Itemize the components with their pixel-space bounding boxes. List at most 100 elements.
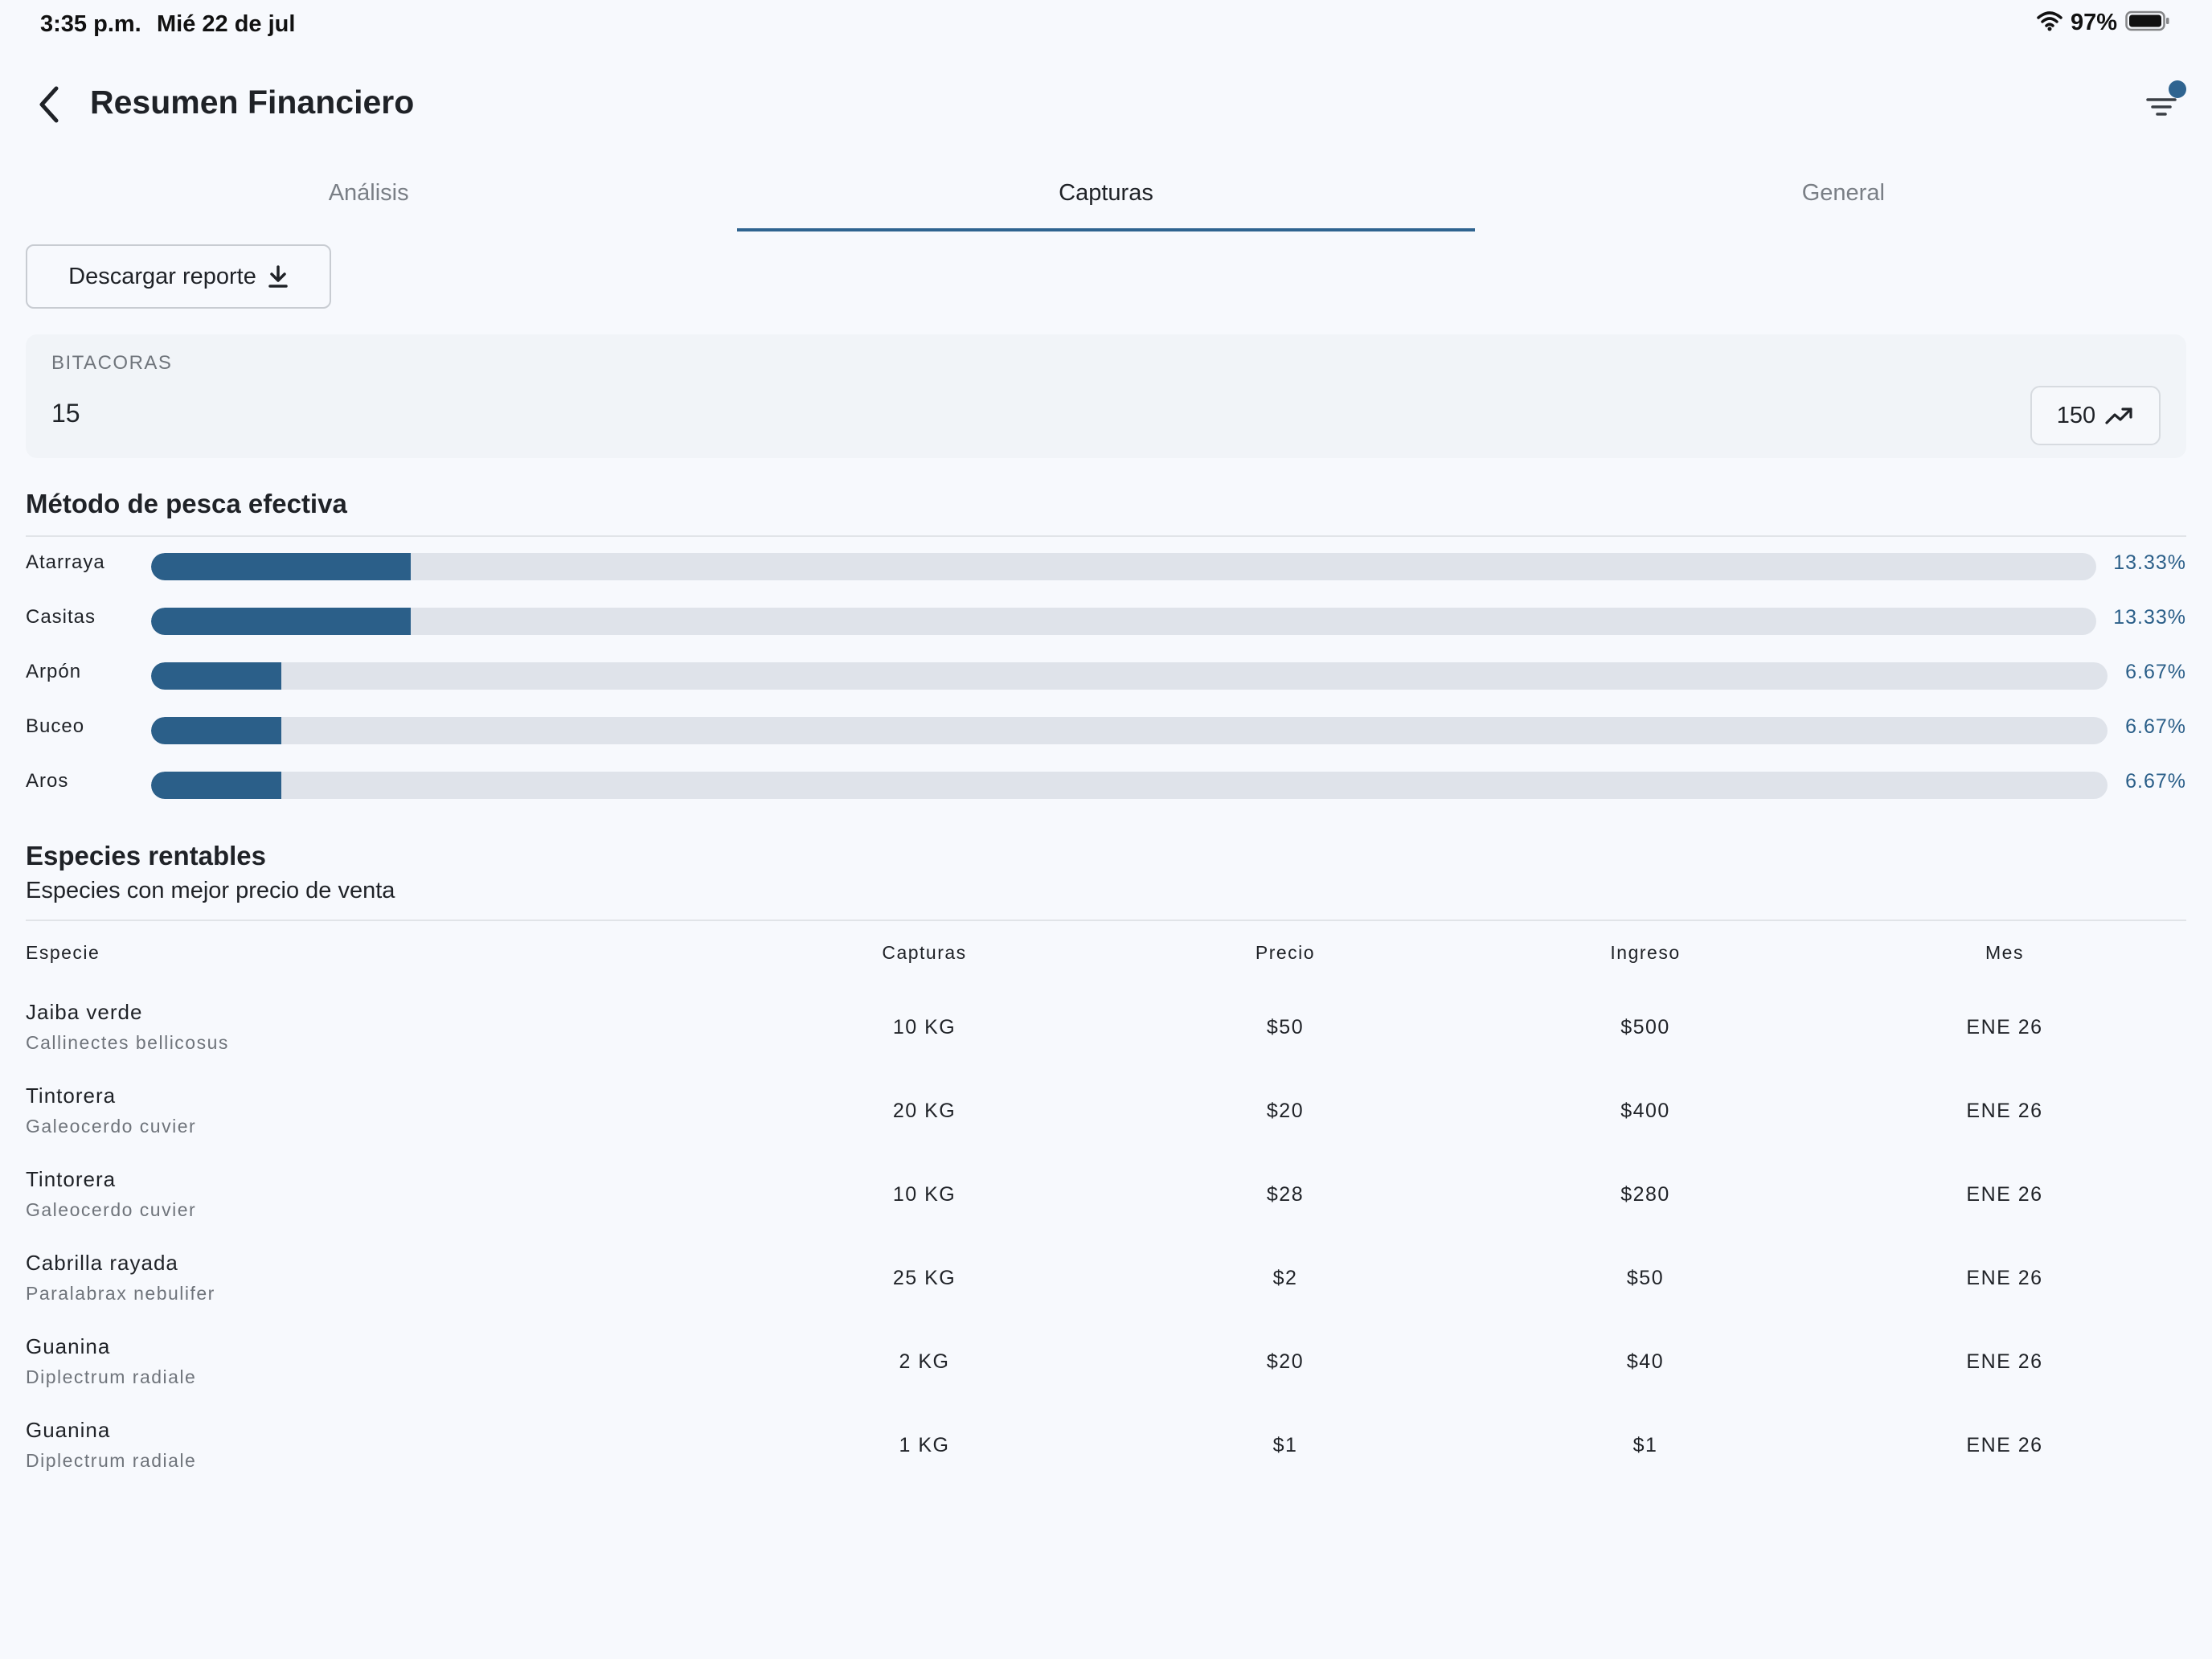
method-percent: 13.33%: [2113, 606, 2186, 629]
tab-capturas[interactable]: Capturas: [737, 169, 1475, 231]
method-label: Atarraya: [26, 551, 105, 573]
bitacoras-value: 15: [51, 399, 80, 428]
status-date: Mié 22 de jul: [157, 11, 296, 37]
method-fill: [151, 608, 411, 635]
species-name: Guanina: [26, 1418, 111, 1442]
table-row: Guanina Diplectrum radiale 2 KG $20 $40 …: [26, 1334, 2186, 1418]
app-header: Resumen Financiero: [0, 72, 2212, 137]
back-button[interactable]: [31, 82, 69, 127]
method-track: [151, 662, 2108, 690]
species-month: ENE 26: [1966, 1016, 2043, 1038]
status-bar: 3:35 p.m. Mié 22 de jul 97%: [0, 0, 2212, 51]
method-fill: [151, 772, 281, 799]
species-captures: 2 KG: [899, 1350, 950, 1373]
species-scientific-name: Diplectrum radiale: [26, 1366, 197, 1387]
species-month: ENE 26: [1966, 1183, 2043, 1206]
download-report-label: Descargar reporte: [68, 263, 256, 289]
species-income: $500: [1620, 1016, 1670, 1038]
column-header-ingreso: Ingreso: [1610, 942, 1681, 963]
species-name: Jaiba verde: [26, 1000, 143, 1024]
species-price: $50: [1266, 1016, 1305, 1038]
wifi-icon: [2037, 10, 2062, 35]
species-captures: 10 KG: [892, 1016, 956, 1038]
species-price: $2: [1272, 1267, 1298, 1289]
filter-button[interactable]: [2138, 80, 2186, 129]
download-report-button[interactable]: Descargar reporte: [26, 244, 331, 309]
method-label: Arpón: [26, 661, 82, 682]
species-price: $20: [1266, 1350, 1305, 1373]
page-title: Resumen Financiero: [90, 84, 415, 121]
trend-badge: 150: [2030, 386, 2161, 445]
status-time: 3:35 p.m.: [40, 11, 141, 37]
column-header-especie: Especie: [26, 942, 100, 963]
method-label: Casitas: [26, 606, 96, 628]
method-row: Buceo 6.67%: [26, 714, 2186, 746]
method-percent: 6.67%: [2125, 770, 2186, 793]
tab-bar: Análisis Capturas General: [0, 169, 2212, 231]
species-income: $50: [1626, 1267, 1665, 1289]
species-captures: 1 KG: [899, 1434, 950, 1456]
species-price: $28: [1266, 1183, 1305, 1206]
method-fill: [151, 717, 281, 744]
method-row: Arpón 6.67%: [26, 659, 2186, 691]
download-icon: [268, 265, 288, 288]
species-income: $1: [1632, 1434, 1658, 1456]
species-month: ENE 26: [1966, 1350, 2043, 1373]
column-header-mes: Mes: [1985, 942, 2024, 963]
species-month: ENE 26: [1966, 1267, 2043, 1289]
species-price: $1: [1272, 1434, 1298, 1456]
method-label: Buceo: [26, 715, 85, 737]
filter-icon: [2146, 98, 2177, 116]
tab-general[interactable]: General: [1801, 180, 1885, 206]
table-row: Tintorera Galeocerdo cuvier 10 KG $28 $2…: [26, 1167, 2186, 1251]
species-captures: 10 KG: [892, 1183, 956, 1206]
method-fill: [151, 553, 411, 580]
bitacoras-card: BITACORAS 15 150: [26, 334, 2186, 458]
battery-icon: [2125, 10, 2170, 35]
species-divider: [26, 920, 2186, 921]
species-captures: 20 KG: [892, 1100, 956, 1122]
filter-active-dot: [2169, 80, 2186, 98]
method-percent: 6.67%: [2125, 661, 2186, 683]
trend-value: 150: [2056, 402, 2096, 428]
species-scientific-name: Diplectrum radiale: [26, 1450, 197, 1471]
species-captures: 25 KG: [892, 1267, 956, 1289]
battery-percent: 97%: [2070, 10, 2117, 35]
column-header-precio: Precio: [1255, 942, 1316, 963]
species-price: $20: [1266, 1100, 1305, 1122]
species-name: Cabrilla rayada: [26, 1251, 178, 1275]
bitacoras-label: BITACORAS: [51, 352, 173, 374]
table-row: Tintorera Galeocerdo cuvier 20 KG $20 $4…: [26, 1083, 2186, 1167]
species-income: $400: [1620, 1100, 1670, 1122]
species-month: ENE 26: [1966, 1100, 2043, 1122]
species-title: Especies rentables: [26, 841, 266, 870]
species-month: ENE 26: [1966, 1434, 2043, 1456]
species-scientific-name: Paralabrax nebulifer: [26, 1283, 215, 1304]
column-header-capturas: Capturas: [882, 942, 967, 963]
species-income: $280: [1620, 1183, 1670, 1206]
method-fill: [151, 662, 281, 690]
methods-divider: [26, 535, 2186, 537]
status-right: 97%: [2037, 10, 2170, 36]
species-name: Tintorera: [26, 1083, 117, 1108]
method-percent: 13.33%: [2113, 551, 2186, 574]
method-row: Casitas 13.33%: [26, 604, 2186, 637]
method-label: Aros: [26, 770, 69, 792]
method-row: Aros 6.67%: [26, 768, 2186, 801]
method-track: [151, 717, 2108, 744]
species-scientific-name: Galeocerdo cuvier: [26, 1116, 197, 1137]
species-income: $40: [1626, 1350, 1665, 1373]
species-scientific-name: Galeocerdo cuvier: [26, 1199, 197, 1220]
species-subtitle: Especies con mejor precio de venta: [26, 878, 395, 903]
method-row: Atarraya 13.33%: [26, 550, 2186, 582]
tab-analisis[interactable]: Análisis: [328, 180, 409, 206]
table-row: Jaiba verde Callinectes bellicosus 10 KG…: [26, 1000, 2186, 1083]
method-percent: 6.67%: [2125, 715, 2186, 738]
trending-up-icon: [2105, 408, 2132, 424]
species-name: Guanina: [26, 1334, 111, 1358]
species-name: Tintorera: [26, 1167, 117, 1191]
chevron-left-icon: [39, 86, 59, 123]
table-row: Cabrilla rayada Paralabrax nebulifer 25 …: [26, 1251, 2186, 1334]
methods-title: Método de pesca efectiva: [26, 489, 347, 518]
method-track: [151, 553, 2096, 580]
